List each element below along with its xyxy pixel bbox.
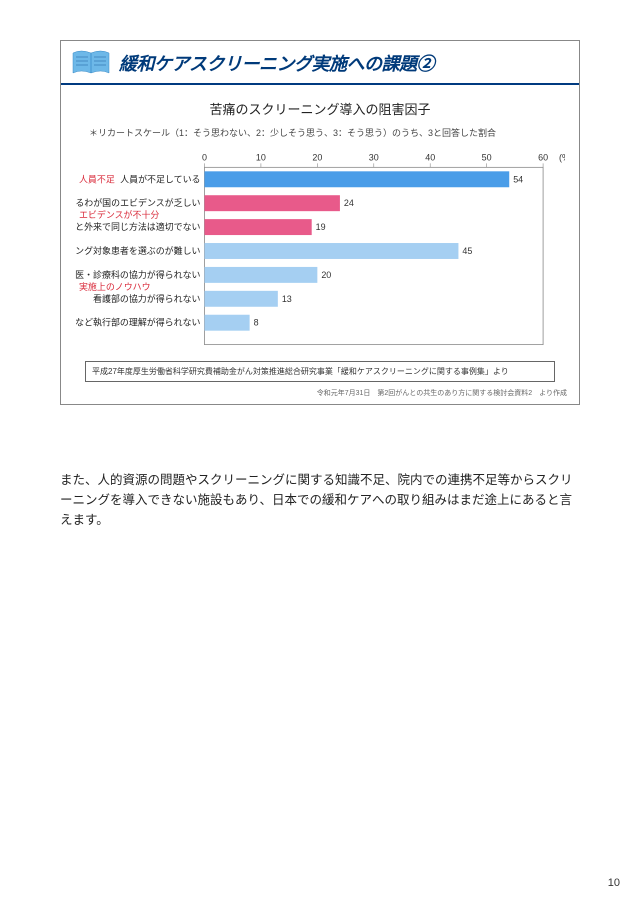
- chart-svg: 0 10 20 30 40 50 60 (%) 人員が不足している 54 有効性に関するわが国のエビ…: [75, 145, 565, 355]
- bar-value: 13: [282, 294, 292, 304]
- likert-note: ＊リカートスケール（1：そう思わない、2：少しそう思う、3：そう思う）のうち、3…: [61, 126, 579, 145]
- bar: [204, 267, 317, 283]
- slide-panel: 緩和ケアスクリーニング実施への課題② 苦痛のスクリーニング導入の阻害因子 ＊リカ…: [60, 40, 580, 405]
- page-number: 10: [608, 877, 620, 889]
- svg-text:50: 50: [482, 152, 492, 162]
- slide-footnote: 令和元年7月31日 第2回がんとの共生のあり方に関する検討会資料2 より作成: [61, 388, 579, 404]
- bar-label: 病院長など執行部の理解が得られない: [75, 317, 201, 328]
- bar-label: 看護部の協力が得られない: [93, 293, 200, 304]
- bar-label: 人員が不足している: [120, 173, 200, 184]
- svg-text:30: 30: [369, 152, 379, 162]
- bar-value: 8: [254, 318, 259, 328]
- bar-label: 主治医・診療科の協力が得られない: [75, 269, 201, 280]
- book-icon: [71, 49, 111, 77]
- bar-chart: 0 10 20 30 40 50 60 (%) 人員が不足している 54 有効性に関するわが国のエビ…: [75, 145, 565, 355]
- bar: [204, 243, 458, 259]
- bar: [204, 219, 311, 235]
- svg-text:60: 60: [538, 152, 548, 162]
- group-label: エビデンスが不十分: [79, 209, 159, 220]
- bar-value: 24: [344, 198, 354, 208]
- svg-text:10: 10: [256, 152, 266, 162]
- svg-text:40: 40: [425, 152, 435, 162]
- slide-title: 緩和ケアスクリーニング実施への課題②: [119, 50, 434, 76]
- svg-text:0: 0: [202, 152, 207, 162]
- bar-value: 54: [513, 174, 523, 184]
- group-label: 人員不足: [79, 174, 115, 184]
- bar-value: 45: [462, 246, 472, 256]
- chart-subtitle: 苦痛のスクリーニング導入の阻害因子: [61, 85, 579, 126]
- bar: [204, 195, 339, 211]
- source-citation: 平成27年度厚生労働省科学研究費補助金がん対策推進総合研究事業「緩和ケアスクリー…: [85, 361, 555, 382]
- bar: [204, 291, 277, 307]
- bar-value: 20: [321, 270, 331, 280]
- bar-label: スクリーニング対象患者を選ぶのが難しい: [75, 245, 201, 256]
- svg-text:(%): (%): [559, 152, 565, 162]
- bar-label: 有効性に関するわが国のエビデンスが乏しい: [75, 197, 201, 208]
- bar-value: 19: [316, 222, 326, 232]
- bar-label: 病棟と外来で同じ方法は適切でない: [75, 221, 201, 232]
- bar: [204, 315, 249, 331]
- bar: [204, 171, 509, 187]
- slide-header: 緩和ケアスクリーニング実施への課題②: [61, 41, 579, 85]
- body-paragraph: また、人的資源の問題やスクリーニングに関する知識不足、院内での連携不足等からスク…: [60, 470, 580, 530]
- svg-text:20: 20: [312, 152, 322, 162]
- group-label: 実施上のノウハウ: [79, 281, 151, 292]
